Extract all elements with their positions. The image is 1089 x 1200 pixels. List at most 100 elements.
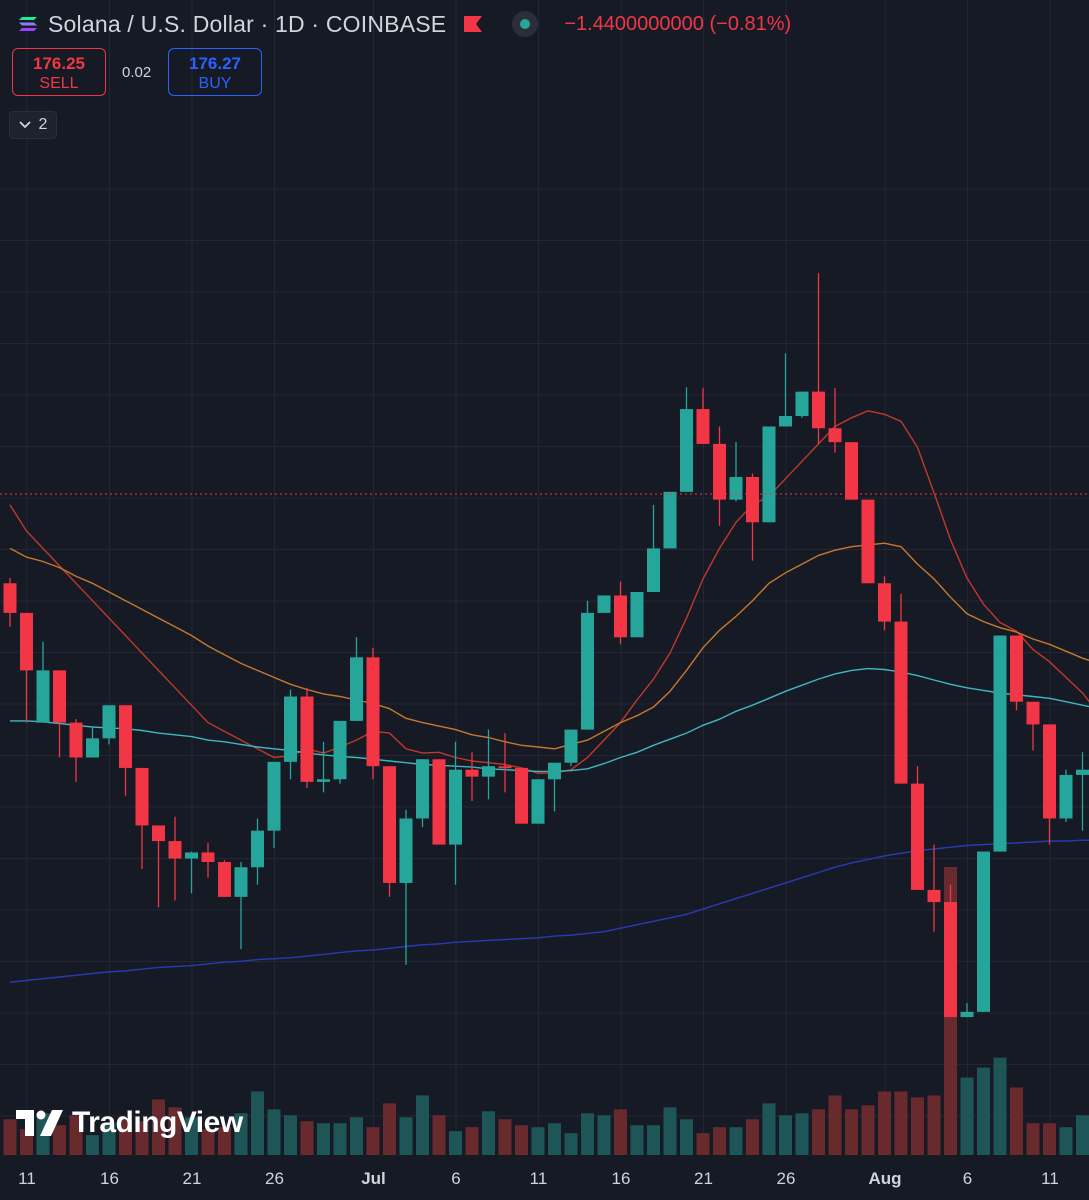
volume-bar: [86, 1135, 99, 1155]
volume-bar: [251, 1091, 264, 1155]
volume-bar: [102, 1123, 116, 1155]
candle-body: [350, 657, 363, 721]
candle-body: [729, 477, 743, 500]
volume-bar: [812, 1109, 825, 1155]
candle-body: [168, 841, 182, 859]
candle-body: [482, 766, 495, 777]
candle-body: [267, 761, 281, 831]
volume-bar: [927, 1095, 941, 1155]
volume-bar: [432, 1115, 446, 1155]
volume-bar: [515, 1125, 528, 1155]
x-tick-label: Jul: [361, 1169, 386, 1188]
tradingview-wordmark: TradingView: [72, 1106, 243, 1139]
candle-body: [680, 409, 693, 492]
volume-bar: [482, 1111, 495, 1155]
candle-body: [1059, 774, 1073, 819]
candle-body: [498, 766, 512, 769]
flag-icon[interactable]: [464, 16, 483, 32]
candle-body: [465, 769, 479, 777]
candle-body: [762, 426, 776, 523]
indicators-collapse-button[interactable]: 2: [9, 111, 57, 139]
volume-bar: [234, 1113, 248, 1155]
chevron-down-icon: [18, 121, 31, 129]
price-change: −1.4400000000 (−0.81%): [564, 12, 792, 35]
sell-price: 176.25: [33, 54, 85, 73]
volume-bar: [1043, 1123, 1056, 1155]
candle-body: [548, 762, 561, 780]
volume-bar: [795, 1113, 809, 1155]
volume-bar: [135, 1121, 149, 1155]
candle-body: [894, 621, 908, 784]
candle-body: [366, 657, 380, 767]
x-tick-label: 6: [451, 1169, 460, 1188]
volume-bar: [878, 1091, 891, 1155]
candle-body: [795, 391, 809, 417]
candle-body: [828, 428, 842, 443]
volume-bar: [498, 1119, 512, 1155]
volume-bar: [333, 1123, 347, 1155]
ma-line: [9, 542, 1089, 750]
x-tick-label: 21: [183, 1169, 202, 1188]
buy-button[interactable]: 176.27 BUY: [168, 48, 262, 96]
x-tick-label: 26: [265, 1169, 284, 1188]
symbol-header: Solana / U.S. Dollar · 1D · COINBASE −1.…: [0, 0, 791, 48]
spread-value: 0.02: [122, 64, 152, 81]
candle-body: [333, 720, 347, 780]
candle-body: [1026, 701, 1040, 725]
candle-body: [317, 779, 330, 782]
volume-bar: [911, 1097, 924, 1155]
market-status-icon[interactable]: [512, 11, 539, 37]
volume-bar: [1076, 1115, 1089, 1155]
candle-body: [531, 779, 545, 824]
candle-body: [927, 889, 941, 903]
volume-bar: [993, 1057, 1007, 1155]
x-tick-label: 6: [963, 1169, 972, 1188]
volume-bar: [729, 1127, 743, 1155]
volume-bar: [581, 1113, 594, 1155]
candle-body: [1076, 769, 1089, 775]
volume-bar: [185, 1117, 198, 1155]
volume-bar: [1010, 1087, 1023, 1155]
candle-body: [911, 783, 924, 890]
candle-body: [597, 595, 611, 613]
symbol-title[interactable]: Solana / U.S. Dollar · 1D · COINBASE: [48, 10, 447, 37]
candle-body: [135, 767, 149, 826]
candle-body: [696, 409, 710, 444]
candle-body: [20, 612, 33, 671]
volume-bar: [69, 1115, 83, 1155]
volume-bar: [762, 1103, 776, 1155]
candle-body: [218, 862, 231, 897]
x-tick-label: Aug: [868, 1169, 901, 1188]
candle-body: [383, 766, 396, 883]
volume-bar: [845, 1109, 858, 1155]
sell-label: SELL: [39, 75, 79, 92]
candle-body: [234, 867, 248, 897]
candle-body: [251, 830, 264, 868]
volume-bar: [630, 1125, 644, 1155]
buy-label: BUY: [198, 75, 232, 92]
volume-bar: [696, 1133, 710, 1155]
volume-bar: [548, 1123, 561, 1155]
candle-body: [449, 769, 462, 845]
sell-button[interactable]: 176.25 SELL: [12, 48, 106, 96]
volume-bar: [350, 1117, 363, 1155]
indicator-count: 2: [38, 116, 48, 133]
volume-bar: [284, 1115, 297, 1155]
x-tick-label: 11: [530, 1169, 548, 1188]
solana-logo-icon: [19, 17, 37, 31]
candle-body: [581, 612, 594, 730]
volume-bar: [746, 1119, 759, 1155]
candle-body: [663, 491, 677, 549]
volume-bar: [977, 1067, 990, 1155]
candle-body: [53, 670, 66, 723]
candle-body: [1010, 635, 1023, 702]
time-axis: 11 16 21 26 Jul 6 11 16 21 26 Aug 6 11: [18, 1169, 1059, 1188]
candle-body: [1043, 724, 1056, 819]
candle-body: [185, 852, 198, 859]
volume-bar: [267, 1109, 281, 1155]
volume-bar: [564, 1133, 578, 1155]
candle-body: [152, 825, 165, 842]
candle-body: [993, 635, 1007, 852]
